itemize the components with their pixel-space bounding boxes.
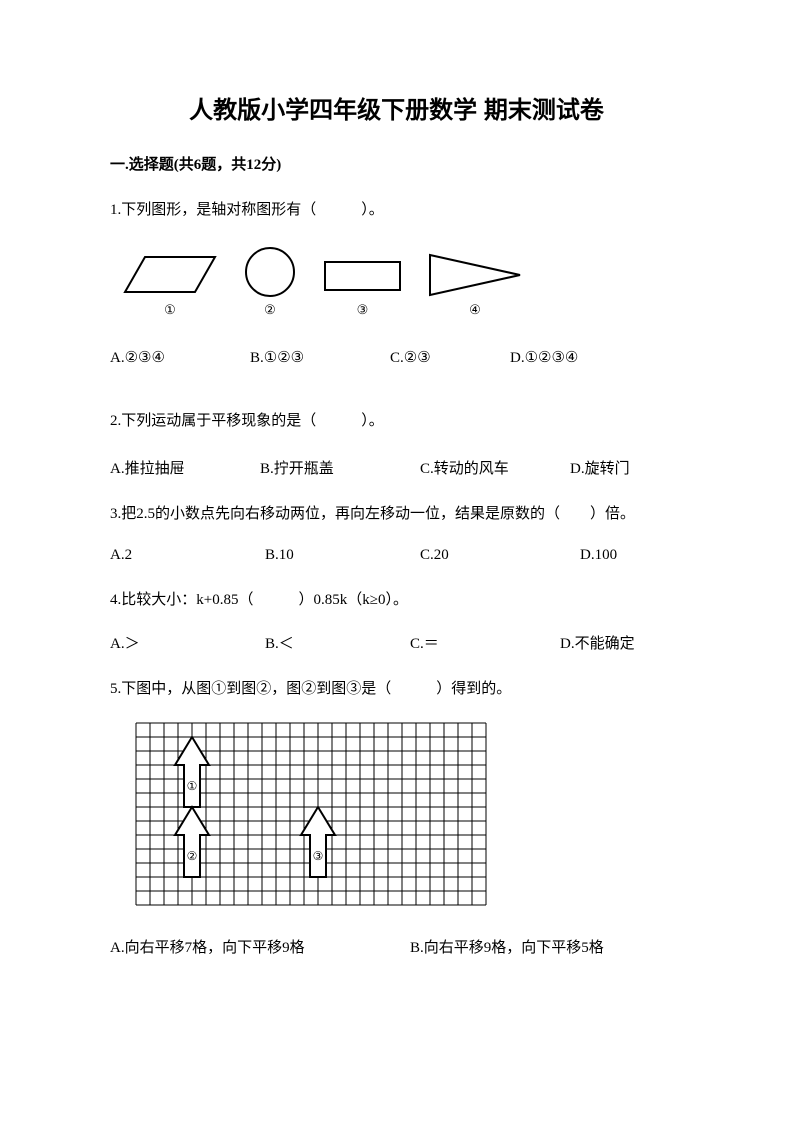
q1-text: 1.下列图形，是轴对称图形有（ ）。 — [110, 196, 683, 225]
q1-optA: A.②③④ — [110, 348, 250, 367]
q1-shape-rectangle: ③ — [320, 252, 405, 318]
q1-label-3: ③ — [357, 302, 369, 318]
q3-options: A.2 B.10 C.20 D.100 — [110, 547, 683, 564]
q5-grid-figure: ① ② ③ — [135, 722, 683, 911]
q3-text: 3.把2.5的小数点先向右移动两位，再向左移动一位，结果是原数的（ ）倍。 — [110, 500, 683, 529]
q5-text: 5.下图中，从图①到图②，图②到图③是（ ）得到的。 — [110, 675, 683, 704]
q4-text: 4.比较大小：k+0.85（ ）0.85k（k≥0）。 — [110, 586, 683, 615]
page-title: 人教版小学四年级下册数学 期末测试卷 — [110, 90, 683, 125]
triangle-icon — [425, 250, 525, 300]
q1-shape-triangle: ④ — [425, 250, 525, 318]
q3-optD: D.100 — [580, 547, 617, 564]
q4-optA: A.＞ — [110, 632, 265, 653]
svg-text:③: ③ — [313, 849, 324, 863]
q1-label-1: ① — [164, 302, 176, 318]
q3-optA: A.2 — [110, 547, 265, 564]
q4-optC: C.＝ — [410, 632, 560, 653]
svg-text:②: ② — [187, 849, 198, 863]
q2-optB: B.拧开瓶盖 — [260, 457, 420, 478]
rectangle-icon — [320, 252, 405, 300]
grid-icon: ① ② ③ — [135, 722, 487, 906]
q1-optB: B.①②③ — [250, 348, 390, 367]
q1-label-2: ② — [264, 302, 276, 318]
q5-optA: A.向右平移7格，向下平移9格 — [110, 936, 410, 957]
q4-optB: B.＜ — [265, 632, 410, 653]
q3-optC: C.20 — [420, 547, 580, 564]
svg-text:①: ① — [187, 779, 198, 793]
parallelogram-icon — [120, 252, 220, 300]
q1-optC: C.②③ — [390, 348, 510, 367]
q1-shapes: ① ② ③ ④ — [120, 245, 683, 318]
q1-options: A.②③④ B.①②③ C.②③ D.①②③④ — [110, 348, 683, 367]
q2-optC: C.转动的风车 — [420, 457, 570, 478]
q2-optA: A.推拉抽屉 — [110, 457, 260, 478]
q2-options: A.推拉抽屉 B.拧开瓶盖 C.转动的风车 D.旋转门 — [110, 457, 683, 478]
q1-shape-parallelogram: ① — [120, 252, 220, 318]
section-header: 一.选择题(共6题，共12分) — [110, 153, 683, 174]
q2-optD: D.旋转门 — [570, 457, 630, 478]
circle-icon — [240, 245, 300, 300]
q1-optD: D.①②③④ — [510, 348, 578, 367]
q5-options: A.向右平移7格，向下平移9格 B.向右平移9格，向下平移5格 — [110, 936, 683, 957]
q1-shape-circle: ② — [240, 245, 300, 318]
q2-text: 2.下列运动属于平移现象的是（ ）。 — [110, 407, 683, 436]
q5-optB: B.向右平移9格，向下平移5格 — [410, 936, 604, 957]
q3-optB: B.10 — [265, 547, 420, 564]
q4-optD: D.不能确定 — [560, 632, 635, 653]
q1-label-4: ④ — [469, 302, 481, 318]
q4-options: A.＞ B.＜ C.＝ D.不能确定 — [110, 632, 683, 653]
